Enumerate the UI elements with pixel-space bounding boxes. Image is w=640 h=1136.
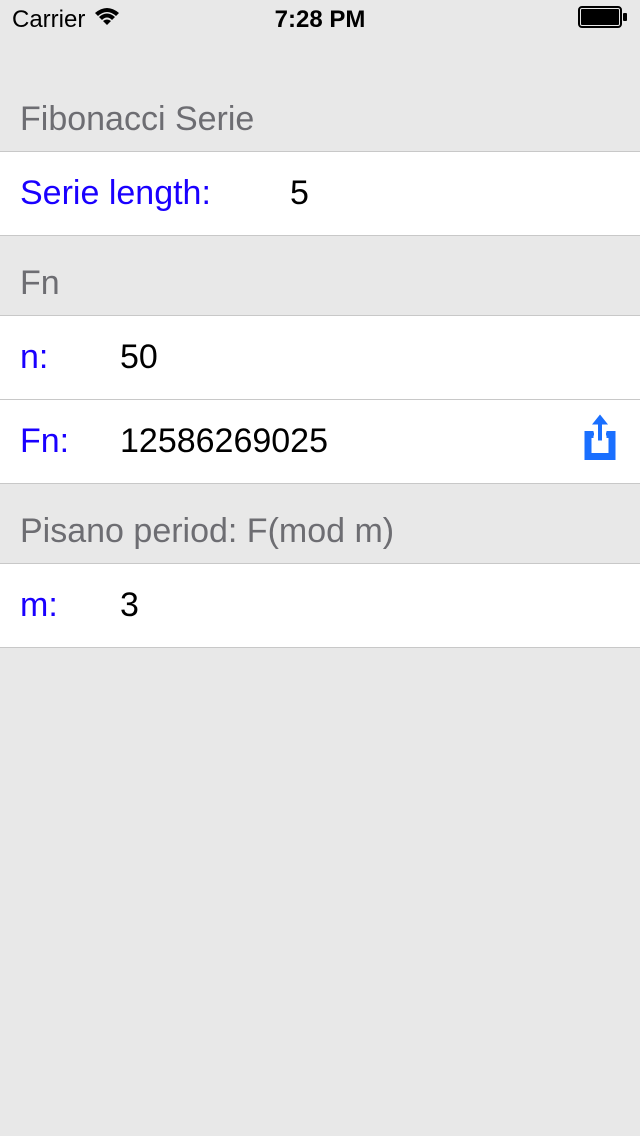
section-header-pisano: Pisano period: F(mod m) xyxy=(0,484,640,564)
battery-icon xyxy=(578,6,628,35)
status-bar: Carrier 7:28 PM xyxy=(0,0,640,40)
status-right xyxy=(578,6,628,35)
fn-value: 12586269025 xyxy=(120,422,328,461)
section-header-fibonacci: Fibonacci Serie xyxy=(0,40,640,152)
m-value: 3 xyxy=(120,586,139,625)
status-time: 7:28 PM xyxy=(275,6,366,34)
row-m[interactable]: m: 3 xyxy=(0,564,640,648)
section-header-fn: Fn xyxy=(0,236,640,316)
share-icon[interactable] xyxy=(580,412,620,471)
n-value: 50 xyxy=(120,338,158,377)
row-serie-length[interactable]: Serie length: 5 xyxy=(0,152,640,236)
fn-label: Fn: xyxy=(20,422,80,461)
serie-length-label: Serie length: xyxy=(20,174,250,213)
status-left: Carrier xyxy=(12,6,121,34)
wifi-icon xyxy=(93,6,121,34)
carrier-label: Carrier xyxy=(12,6,85,34)
m-label: m: xyxy=(20,586,80,625)
row-n[interactable]: n: 50 xyxy=(0,316,640,400)
serie-length-value: 5 xyxy=(290,174,309,213)
content: Fibonacci Serie Serie length: 5 Fn n: 50… xyxy=(0,40,640,648)
row-fn[interactable]: Fn: 12586269025 xyxy=(0,400,640,484)
n-label: n: xyxy=(20,338,80,377)
